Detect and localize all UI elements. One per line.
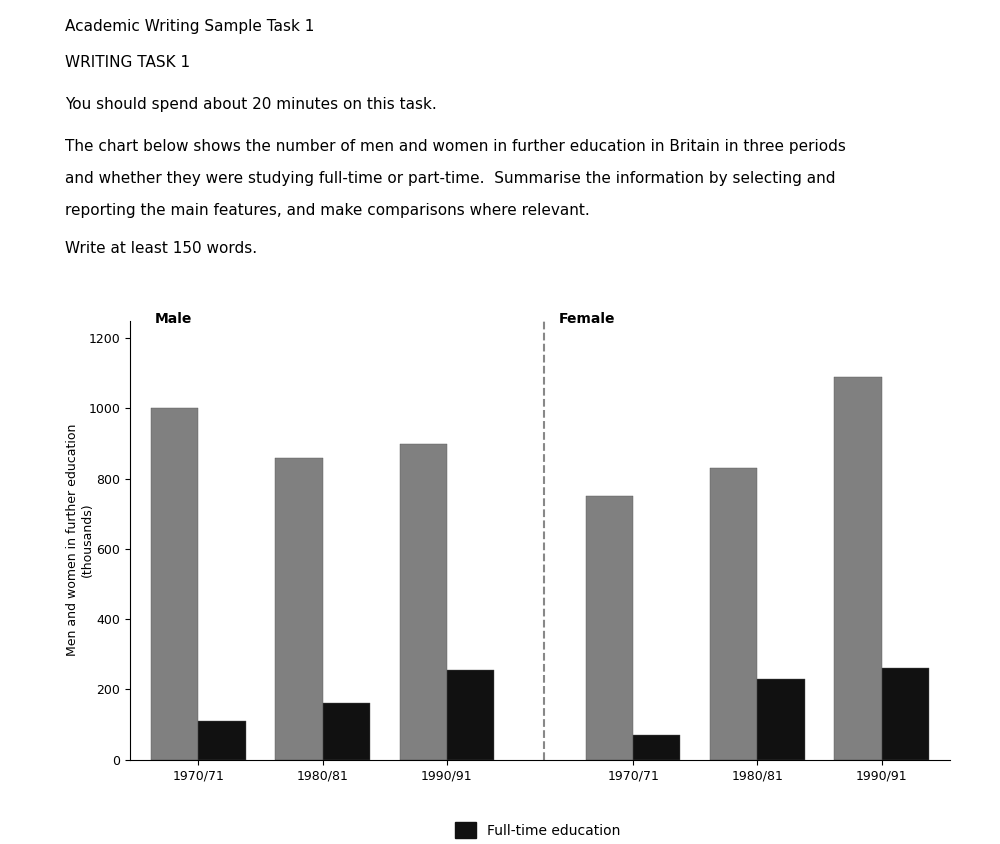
Bar	[834, 377, 882, 760]
Text: The chart below shows the number of men and women in further education in Britai: The chart below shows the number of men …	[65, 139, 846, 154]
Bar	[275, 457, 323, 760]
Y-axis label: Men and women in further education
(thousands): Men and women in further education (thou…	[66, 424, 94, 657]
Bar	[151, 408, 198, 760]
Bar	[882, 668, 929, 760]
Text: reporting the main features, and make comparisons where relevant.: reporting the main features, and make co…	[65, 203, 590, 219]
Text: Female: Female	[559, 312, 615, 326]
Text: WRITING TASK 1: WRITING TASK 1	[65, 55, 190, 70]
Bar	[323, 703, 370, 760]
Bar	[710, 468, 757, 760]
Text: and whether they were studying full-time or part-time.  Summarise the informatio: and whether they were studying full-time…	[65, 171, 836, 187]
Bar	[400, 444, 447, 760]
Bar	[447, 670, 494, 760]
Text: You should spend about 20 minutes on this task.: You should spend about 20 minutes on thi…	[65, 97, 437, 112]
Legend: Full-time education, Part-time education: Full-time education, Part-time education	[455, 821, 625, 844]
Bar	[633, 735, 680, 760]
Bar	[586, 496, 633, 760]
Bar	[757, 679, 805, 760]
Text: Write at least 150 words.: Write at least 150 words.	[65, 241, 257, 256]
Text: Academic Writing Sample Task 1: Academic Writing Sample Task 1	[65, 19, 314, 34]
Text: Male: Male	[155, 312, 192, 326]
Bar	[198, 721, 246, 760]
